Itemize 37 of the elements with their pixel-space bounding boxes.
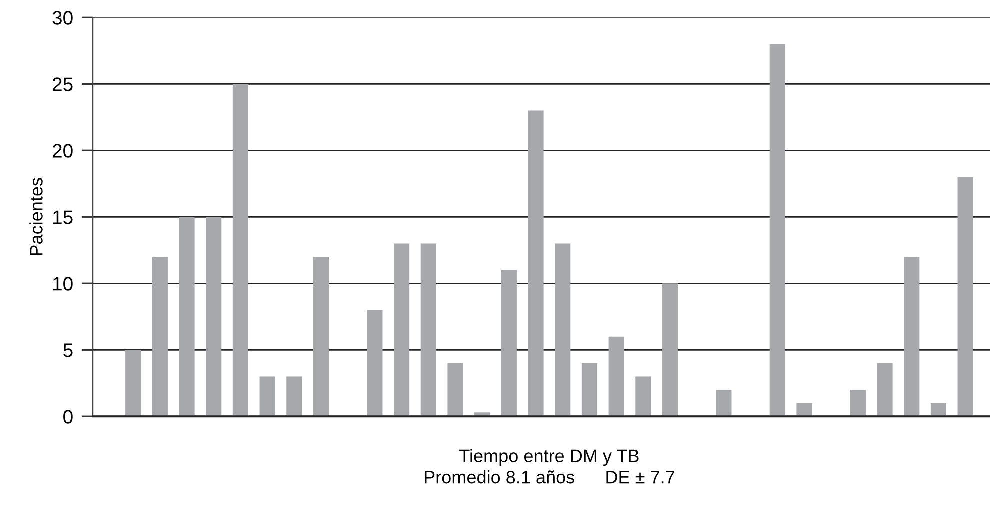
bar: [662, 284, 678, 417]
y-tick-label: 5: [64, 344, 73, 358]
bar: [286, 376, 302, 417]
y-tick-label: 0: [64, 410, 73, 424]
bar: [313, 257, 330, 417]
x-axis-title: Tiempo entre DM y TB: [460, 449, 639, 466]
bar: [904, 257, 920, 417]
bar: [152, 257, 168, 417]
bar: [394, 244, 410, 417]
y-tick-label: 20: [52, 144, 73, 158]
bar: [179, 217, 195, 417]
bar: [232, 84, 248, 417]
y-axis-title: Pacientes: [30, 178, 43, 256]
text: Promedio 8.1 años DE ± 7.7: [425, 470, 674, 484]
bar: [636, 376, 652, 417]
bar: [420, 244, 436, 417]
bar: [877, 363, 893, 417]
bar: [501, 270, 517, 417]
bar: [206, 217, 222, 417]
bar: [555, 244, 571, 417]
bar: [260, 376, 276, 417]
bar: [367, 310, 383, 417]
y-tick-label: 10: [53, 277, 73, 291]
bar: [796, 403, 812, 417]
y-tick-label: 30: [52, 11, 73, 25]
bar: [930, 403, 947, 417]
bar: [528, 110, 544, 417]
bar: [770, 44, 786, 417]
bar: [126, 350, 142, 417]
bar: [608, 336, 624, 417]
y-tick-label: 15: [53, 210, 73, 224]
bar: [582, 363, 598, 417]
bar: [716, 390, 732, 417]
bar: [958, 177, 974, 417]
bar: [850, 390, 866, 417]
y-tick-label: 25: [52, 78, 73, 92]
bar: [448, 363, 464, 417]
